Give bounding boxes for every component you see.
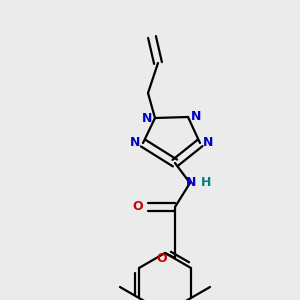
Text: O: O [157,251,167,265]
Text: H: H [201,176,211,190]
Text: N: N [130,136,140,149]
Text: N: N [186,176,196,190]
Text: N: N [191,110,201,124]
Text: N: N [142,112,152,124]
Text: O: O [133,200,143,214]
Text: N: N [203,136,213,149]
